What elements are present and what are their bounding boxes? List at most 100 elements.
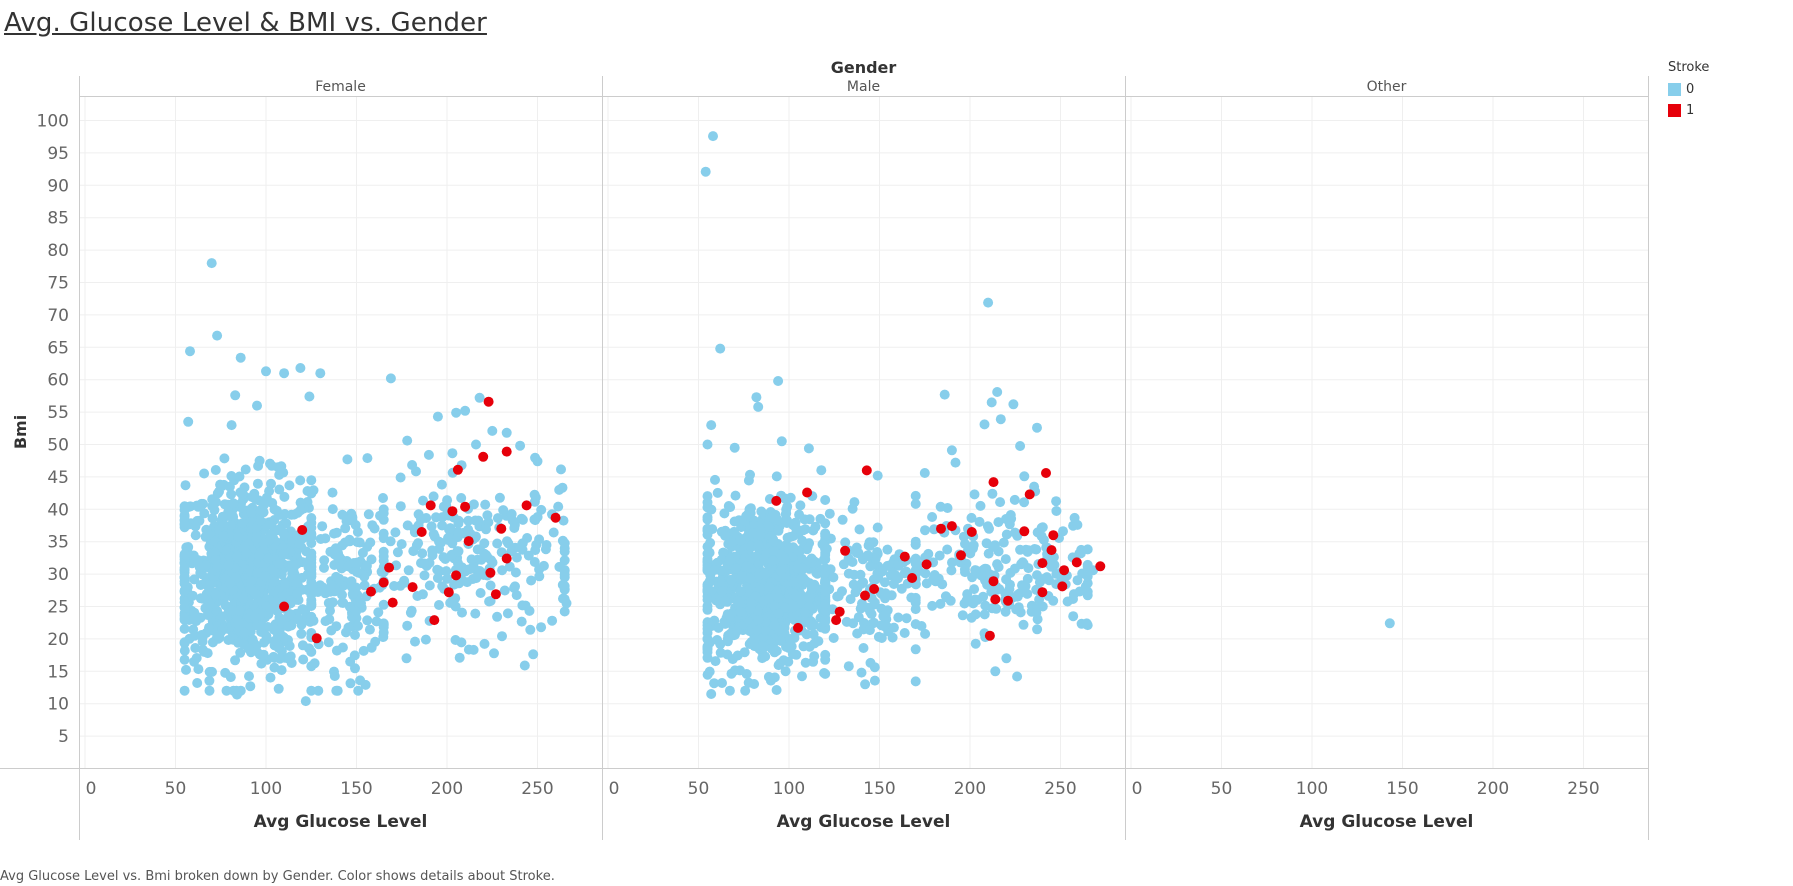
data-point [502,536,512,547]
x-tick-label: 150 [340,779,372,799]
data-point-stroke [443,587,454,598]
y-tick-label: 75 [47,274,69,294]
data-point [935,598,946,609]
data-point [361,560,372,571]
data-point [362,615,373,626]
data-point [740,685,751,696]
data-point [364,624,375,635]
y-tick-label: 80 [47,241,69,261]
data-point [554,484,565,495]
data-point [994,584,1005,595]
data-point [437,581,448,592]
y-tick-label: 95 [47,144,69,164]
data-point-stroke [1041,468,1051,478]
data-point [961,595,972,606]
data-point [832,591,843,602]
data-point [475,588,486,598]
data-point [183,416,194,427]
legend-swatch-stroke [1668,104,1681,117]
x-tick-label: 0 [86,779,97,799]
data-point-stroke [936,523,946,534]
data-point [392,547,403,558]
data-point-stroke [483,396,494,407]
data-point [946,445,957,456]
data-point [456,493,467,503]
data-point [759,569,770,580]
data-point [410,636,420,647]
data-point [479,638,490,649]
data-point [821,543,832,554]
data-point [717,585,728,596]
legend-entry-no-stroke[interactable]: 0 [1668,79,1709,100]
data-point [449,579,460,590]
data-point [810,521,821,532]
data-point [323,598,334,608]
data-point [506,546,517,557]
data-point [480,499,491,510]
data-point [768,536,779,547]
data-point [250,493,261,504]
data-point [710,656,721,667]
data-point [732,596,743,607]
data-point [211,497,222,508]
data-point [179,645,190,656]
data-point [226,520,237,531]
legend-entry-stroke[interactable]: 1 [1668,100,1709,121]
data-point [251,533,262,544]
x-axis-title: Avg Glucose Level [1300,812,1474,832]
data-point [730,490,741,501]
data-point [352,567,362,578]
data-point [1051,496,1062,507]
data-point [342,454,353,465]
data-point-stroke [451,570,462,581]
data-point [1000,554,1011,565]
data-point [193,664,204,675]
data-point-stroke [429,615,440,626]
x-tick-label: 200 [431,779,463,799]
data-point [724,555,735,566]
data-point [252,400,262,411]
data-point [534,564,545,575]
data-point [203,529,214,540]
data-point [847,503,858,514]
data-point [327,504,338,515]
data-point [226,489,237,500]
data-point [864,625,875,636]
data-point [378,493,388,503]
data-point [407,460,418,470]
data-point [481,550,492,560]
panel-header: Male [847,79,880,95]
y-tick-label: 55 [47,403,69,423]
data-point [179,597,190,608]
data-point [298,654,309,665]
x-tick-label: 250 [1567,779,1599,799]
data-point [284,480,295,491]
data-point [803,443,814,454]
data-point [232,689,242,700]
data-point [217,480,228,491]
data-point [741,561,752,571]
data-point [498,505,509,516]
data-point [194,562,205,573]
data-point [188,550,199,561]
data-point [773,608,784,619]
data-point [264,486,275,497]
data-point [820,495,831,505]
data-point [426,521,437,532]
data-point [910,557,921,568]
data-point [434,543,445,554]
x-tick-label: 150 [863,779,895,799]
data-point [553,501,564,512]
y-tick-label: 100 [37,112,69,132]
x-tick-label: 100 [1296,779,1328,799]
data-point [246,576,257,586]
legend[interactable]: Stroke 0 1 [1668,60,1709,121]
x-tick-label: 200 [954,779,986,799]
data-point [231,552,242,562]
data-point [727,654,738,665]
data-point [969,584,980,595]
data-point [319,555,330,566]
data-point [258,649,269,660]
x-tick-label: 0 [609,779,620,799]
data-point [499,585,510,596]
